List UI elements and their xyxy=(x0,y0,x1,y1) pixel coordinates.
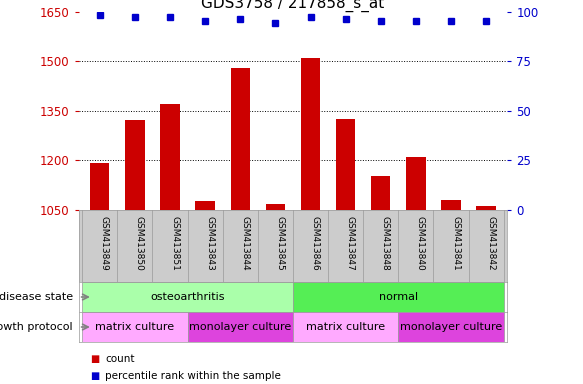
Bar xyxy=(82,312,188,342)
Text: GSM413851: GSM413851 xyxy=(170,216,179,271)
Bar xyxy=(188,312,293,342)
Text: growth protocol: growth protocol xyxy=(0,322,73,332)
Bar xyxy=(476,206,496,210)
Bar xyxy=(406,157,426,210)
Text: ■: ■ xyxy=(90,354,100,364)
Text: count: count xyxy=(105,354,135,364)
Bar xyxy=(336,119,355,210)
Bar xyxy=(371,176,391,210)
Text: percentile rank within the sample: percentile rank within the sample xyxy=(105,371,281,381)
Text: ■: ■ xyxy=(90,371,100,381)
Text: GSM413840: GSM413840 xyxy=(416,216,425,270)
Text: GSM413849: GSM413849 xyxy=(100,216,109,270)
Text: osteoarthritis: osteoarthritis xyxy=(150,292,225,302)
Bar xyxy=(398,312,504,342)
Bar xyxy=(293,312,398,342)
Text: GSM413842: GSM413842 xyxy=(486,216,495,270)
Text: GSM413843: GSM413843 xyxy=(205,216,214,270)
Text: GSM413841: GSM413841 xyxy=(451,216,460,270)
Text: disease state: disease state xyxy=(0,292,73,302)
Bar xyxy=(301,58,320,210)
Bar xyxy=(231,68,250,210)
Bar xyxy=(160,104,180,210)
Bar xyxy=(266,204,285,210)
Bar xyxy=(441,200,461,210)
Text: matrix culture: matrix culture xyxy=(96,322,174,332)
Text: GSM413844: GSM413844 xyxy=(240,216,250,270)
Text: matrix culture: matrix culture xyxy=(306,322,385,332)
Bar xyxy=(125,120,145,210)
Text: monolayer culture: monolayer culture xyxy=(189,322,292,332)
Bar xyxy=(82,282,293,312)
Text: GSM413848: GSM413848 xyxy=(381,216,390,270)
Title: GDS3758 / 217858_s_at: GDS3758 / 217858_s_at xyxy=(201,0,385,12)
Text: monolayer culture: monolayer culture xyxy=(400,322,502,332)
Bar xyxy=(195,201,215,210)
Text: GSM413847: GSM413847 xyxy=(346,216,354,270)
Text: GSM413846: GSM413846 xyxy=(311,216,319,270)
Bar xyxy=(90,163,110,210)
Text: GSM413850: GSM413850 xyxy=(135,216,144,271)
Text: normal: normal xyxy=(379,292,418,302)
Bar xyxy=(293,282,504,312)
Text: GSM413845: GSM413845 xyxy=(275,216,285,270)
